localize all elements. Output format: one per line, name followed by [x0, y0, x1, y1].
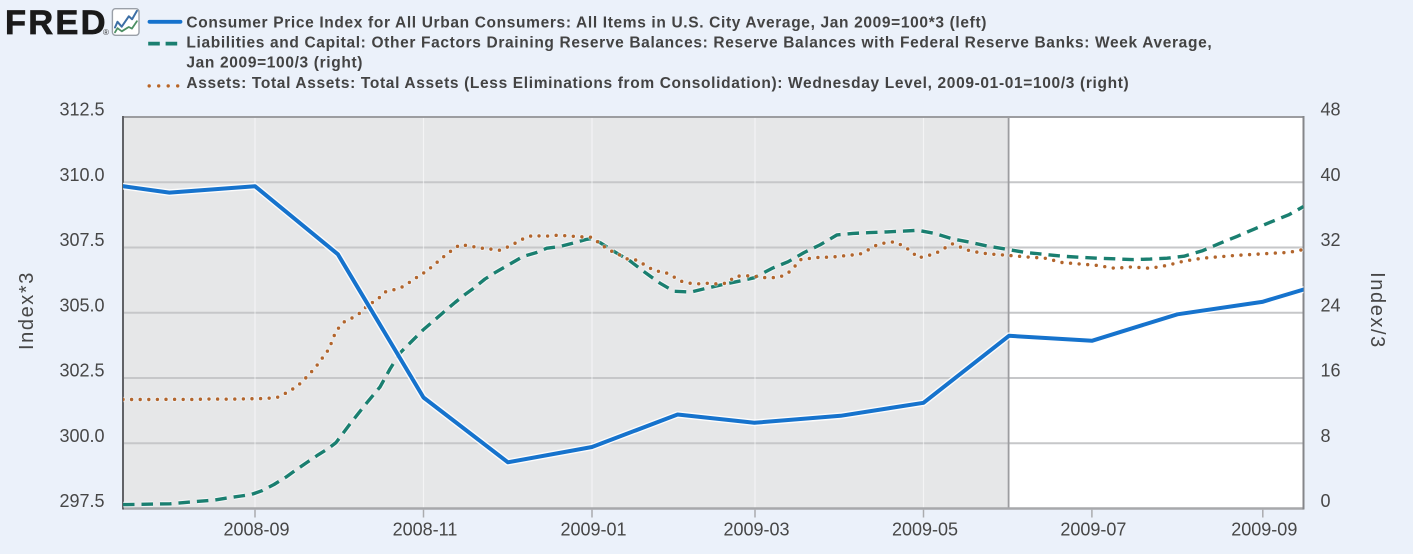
- svg-text:48: 48: [1321, 100, 1341, 120]
- svg-text:FRED: FRED: [5, 4, 108, 42]
- svg-text:2009-07: 2009-07: [1060, 520, 1126, 540]
- svg-text:0: 0: [1321, 491, 1331, 511]
- svg-text:24: 24: [1321, 295, 1341, 315]
- svg-text:310.0: 310.0: [59, 165, 104, 185]
- svg-text:305.0: 305.0: [59, 295, 104, 315]
- svg-text:312.5: 312.5: [59, 100, 104, 120]
- svg-text:297.5: 297.5: [59, 491, 104, 511]
- svg-text:Index/3: Index/3: [1366, 272, 1388, 349]
- svg-text:2009-09: 2009-09: [1231, 520, 1297, 540]
- svg-text:2008-11: 2008-11: [393, 520, 458, 540]
- svg-text:2009-01: 2009-01: [560, 520, 626, 540]
- svg-text:®: ®: [103, 28, 109, 37]
- svg-text:Jan 2009=100/3 (right): Jan 2009=100/3 (right): [186, 55, 363, 72]
- svg-text:300.0: 300.0: [59, 426, 104, 446]
- svg-text:Assets: Total Assets: Total As: Assets: Total Assets: Total Assets (Less…: [186, 75, 1129, 92]
- svg-text:2008-09: 2008-09: [223, 520, 289, 540]
- svg-text:32: 32: [1321, 230, 1341, 250]
- svg-text:Liabilities and Capital: Other: Liabilities and Capital: Other Factors D…: [186, 34, 1212, 51]
- svg-text:8: 8: [1321, 426, 1331, 446]
- svg-text:40: 40: [1321, 165, 1341, 185]
- svg-text:2009-05: 2009-05: [892, 520, 958, 540]
- svg-text:307.5: 307.5: [59, 230, 104, 250]
- svg-text:302.5: 302.5: [59, 361, 104, 381]
- svg-text:2009-03: 2009-03: [723, 520, 789, 540]
- svg-text:Index*3: Index*3: [16, 271, 38, 350]
- svg-text:Consumer Price Index for All U: Consumer Price Index for All Urban Consu…: [186, 15, 987, 32]
- svg-text:16: 16: [1321, 361, 1341, 381]
